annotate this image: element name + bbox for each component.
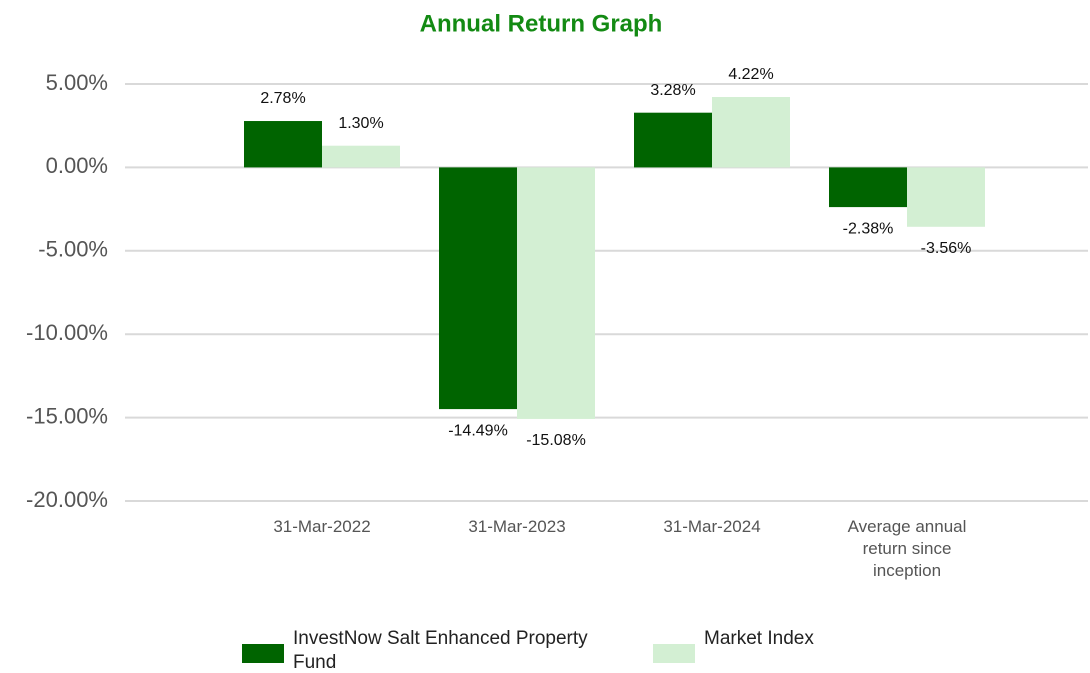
data-label: -15.08% — [526, 432, 586, 449]
x-tick-label: 31-Mar-2023 — [468, 517, 566, 536]
y-tick-label: -5.00% — [38, 237, 108, 262]
bar — [634, 112, 712, 168]
x-tick-label: 31-Mar-2022 — [273, 517, 371, 536]
legend-label: InvestNow Salt Enhanced Property Fund — [293, 628, 588, 673]
data-label: -14.49% — [448, 422, 508, 439]
y-tick-label: -15.00% — [26, 403, 108, 428]
bar — [439, 167, 517, 410]
bar — [829, 167, 907, 208]
bar — [907, 167, 985, 227]
legend-swatch — [242, 644, 284, 663]
data-label: 4.22% — [728, 66, 773, 83]
x-tick-label: Average annual return since inception — [847, 517, 967, 580]
bar — [244, 121, 322, 168]
y-tick-label: -10.00% — [26, 320, 108, 345]
data-label: -3.56% — [921, 240, 972, 257]
legend-swatch — [653, 644, 695, 663]
legend-label: Market Index — [704, 628, 814, 649]
bar — [322, 145, 400, 168]
y-tick-label: 0.00% — [46, 153, 108, 178]
chart-title: Annual Return Graph — [420, 10, 663, 37]
y-tick-label: 5.00% — [46, 70, 108, 95]
data-label: 3.28% — [650, 82, 695, 99]
data-label: 1.30% — [338, 115, 383, 132]
data-label: 2.78% — [260, 90, 305, 107]
bar — [517, 167, 595, 419]
x-tick-label: 31-Mar-2024 — [663, 517, 761, 536]
bar — [712, 97, 790, 168]
data-label: -2.38% — [843, 220, 894, 237]
y-tick-label: -20.00% — [26, 487, 108, 512]
